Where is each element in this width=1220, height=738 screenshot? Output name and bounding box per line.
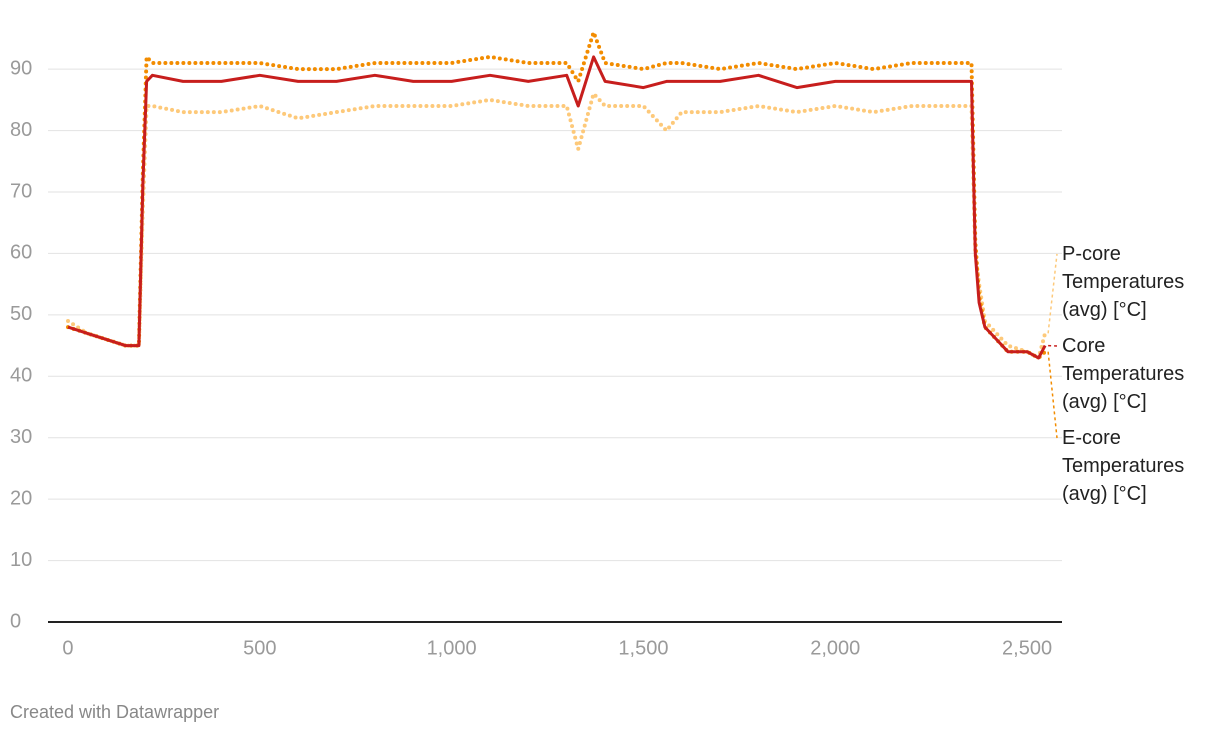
x-tick-label: 1,000: [427, 637, 477, 659]
line-series: [67, 55, 1047, 360]
x-tick-label: 1,500: [618, 637, 668, 659]
line-series: [66, 91, 1048, 360]
y-tick-label: 40: [10, 365, 32, 387]
y-tick-label: 60: [10, 242, 32, 264]
label-leader: [1047, 351, 1058, 439]
credit: Created with Datawrapper: [10, 702, 220, 722]
x-tick-label: 0: [62, 637, 73, 659]
y-tick-label: 30: [10, 426, 32, 448]
y-tick-label: 50: [10, 303, 32, 325]
legend-label: E-core Temperatures (avg) [°C]: [1062, 427, 1185, 505]
y-tick-label: 90: [10, 57, 32, 79]
y-tick-label: 70: [10, 180, 32, 202]
y-tick-label: 0: [10, 610, 21, 632]
label-leader: [1047, 253, 1058, 334]
y-tick-label: 20: [10, 487, 32, 509]
x-tick-label: 2,000: [810, 637, 860, 659]
legend-label: P-core Temperatures (avg) [°C]: [1062, 243, 1185, 321]
x-tick-label: 500: [243, 637, 276, 659]
x-tick-label: 2,500: [1002, 637, 1052, 659]
legend-label: Core Temperatures (avg) [°C]: [1062, 335, 1185, 413]
y-tick-label: 80: [10, 119, 32, 141]
y-tick-label: 10: [10, 549, 32, 571]
